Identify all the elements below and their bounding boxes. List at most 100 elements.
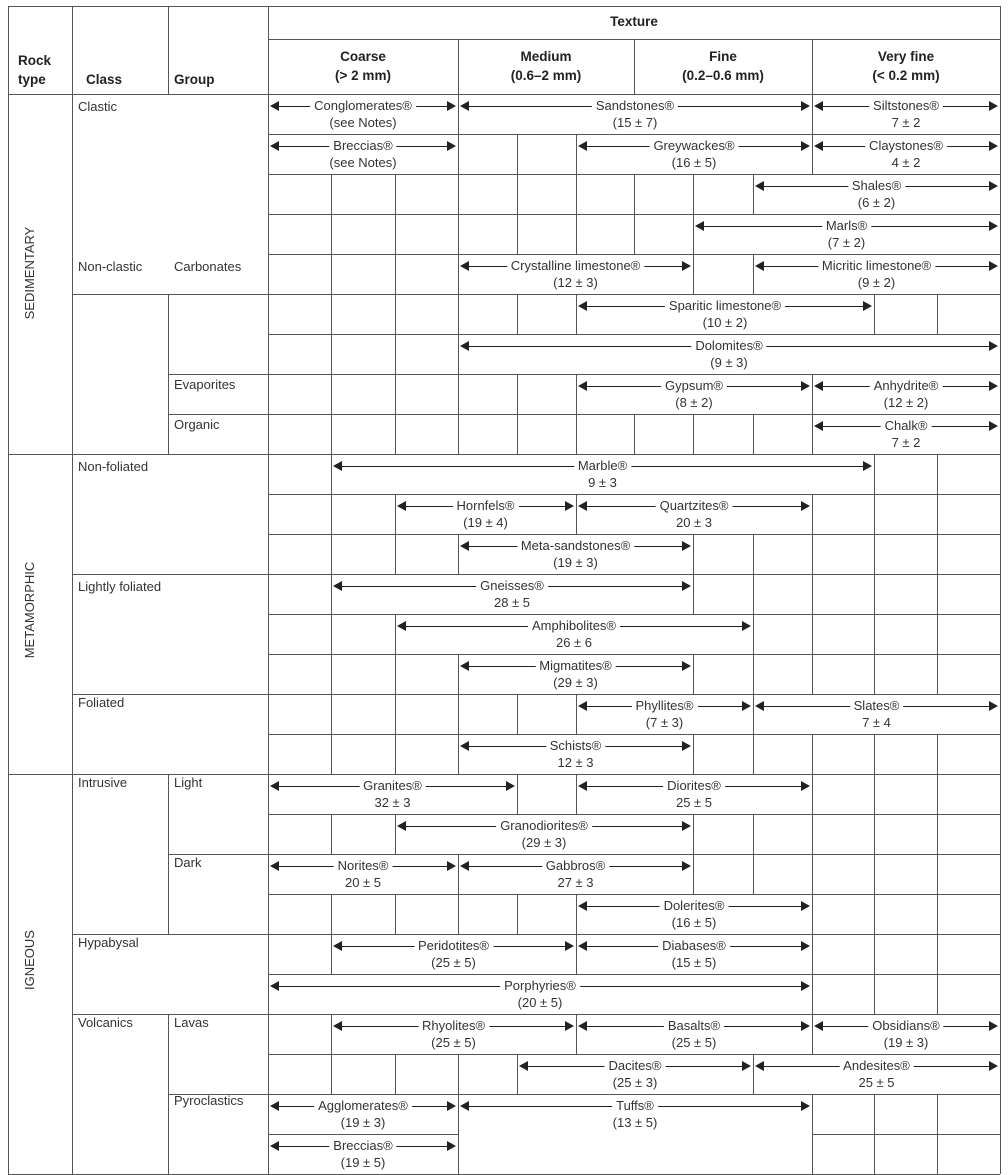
grid-line — [458, 294, 517, 295]
grid-line — [395, 654, 396, 694]
arrow-right-icon — [801, 101, 810, 111]
grid-line — [634, 654, 693, 655]
grid-line — [937, 294, 1000, 295]
grid-line — [753, 134, 812, 135]
rock-name: Peridotites® — [414, 938, 493, 954]
group-header: Group — [174, 72, 215, 87]
grid-line — [395, 494, 458, 495]
grid-line — [168, 374, 268, 375]
grid-line — [874, 974, 875, 1014]
grid-line — [395, 974, 458, 975]
arrow-left-icon — [814, 101, 823, 111]
grid-line — [331, 694, 395, 695]
grid-line — [517, 814, 576, 815]
rock-entry: Porphyries® (20 ± 5) — [268, 975, 812, 1013]
grid-line — [458, 334, 517, 335]
grid-line — [576, 454, 634, 455]
grid-line — [753, 534, 812, 535]
grid-line — [753, 174, 754, 214]
grid-line — [937, 934, 1000, 935]
grid-line — [753, 334, 812, 335]
rock-name: Obsidians® — [868, 1018, 944, 1034]
grid-line — [937, 454, 1000, 455]
grid-line — [72, 6, 73, 94]
grid-line — [874, 414, 937, 415]
rock-value: (7 ± 3) — [645, 715, 684, 730]
grid-line — [693, 894, 753, 895]
rock-entry: Siltstones® 7 ± 2 — [812, 95, 1000, 133]
grid-line — [331, 1054, 332, 1094]
grid-line — [937, 654, 1000, 655]
rock-name: Crystalline limestone® — [506, 258, 645, 274]
grid-line — [331, 214, 332, 254]
grid-line — [517, 254, 576, 255]
grid-line — [268, 134, 331, 135]
grid-line — [331, 694, 332, 734]
grid-line — [812, 494, 813, 534]
grid-line — [395, 1054, 396, 1094]
arrow-left-icon — [270, 1101, 279, 1111]
arrow-left-icon — [270, 1141, 279, 1151]
grid-line — [395, 694, 396, 734]
grid-line — [753, 254, 754, 294]
arrow-right-icon — [682, 541, 691, 551]
rock-name: Conglomerates® — [310, 98, 416, 114]
arrow-right-icon — [989, 1021, 998, 1031]
band-medium-range: (0.6–2 mm) — [510, 68, 582, 83]
grid-line — [458, 1014, 517, 1015]
grid-line — [331, 294, 332, 334]
grid-line — [693, 174, 753, 175]
grid-line — [874, 854, 937, 855]
grid-line — [753, 694, 754, 734]
grid-line — [753, 814, 754, 854]
rock-value: 7 ± 2 — [891, 115, 921, 130]
grid-line — [812, 174, 874, 175]
rock-entry: Shales® (6 ± 2) — [753, 175, 1000, 213]
grid-line — [634, 694, 693, 695]
grid-line — [331, 374, 332, 414]
grid-line — [576, 494, 577, 534]
rock-name: Phyllites® — [631, 698, 698, 714]
arrow-right-icon — [801, 501, 810, 511]
grid-line — [517, 214, 576, 215]
grid-line — [517, 734, 576, 735]
grid-line — [874, 1014, 937, 1015]
rock-value: (15 ± 7) — [612, 115, 658, 130]
arrow-left-icon — [270, 781, 279, 791]
grid-line — [395, 654, 458, 655]
rock-type-sedimentary: SEDIMENTARY — [22, 226, 37, 320]
grid-line — [812, 134, 874, 135]
grid-line — [812, 854, 874, 855]
grid-line — [268, 214, 331, 215]
rock-name: Dacites® — [604, 1058, 666, 1074]
rock-name: Andesites® — [839, 1058, 914, 1074]
group-organic: Organic — [174, 417, 220, 432]
grid-line — [693, 414, 753, 415]
grid-line — [812, 614, 813, 654]
grid-line — [168, 1014, 268, 1015]
rock-entry: Basalts® (25 ± 5) — [576, 1015, 812, 1053]
grid-line — [693, 934, 753, 935]
grid-line — [874, 1134, 875, 1174]
arrow-left-icon — [578, 941, 587, 951]
rock-value: 25 ± 5 — [858, 1075, 895, 1090]
arrow-right-icon — [863, 301, 872, 311]
arrow-left-icon — [397, 821, 406, 831]
arrow-right-icon — [742, 701, 751, 711]
grid-line — [812, 1014, 813, 1054]
grid-line — [937, 974, 1000, 975]
grid-line — [72, 574, 268, 575]
band-medium-header: Medium (0.6–2 mm) — [458, 47, 634, 85]
grid-line — [874, 734, 875, 774]
grid-line — [331, 574, 332, 614]
grid-line — [812, 574, 874, 575]
arrow-left-icon — [755, 261, 764, 271]
rock-name: Breccias® — [329, 1138, 397, 1154]
rock-entry: Greywackes® (16 ± 5) — [576, 135, 812, 173]
grid-line — [576, 694, 577, 734]
grid-line — [458, 1054, 517, 1055]
arrow-left-icon — [578, 141, 587, 151]
grid-line — [874, 214, 937, 215]
rock-value: 20 ± 5 — [344, 875, 382, 890]
grid-line — [576, 334, 634, 335]
